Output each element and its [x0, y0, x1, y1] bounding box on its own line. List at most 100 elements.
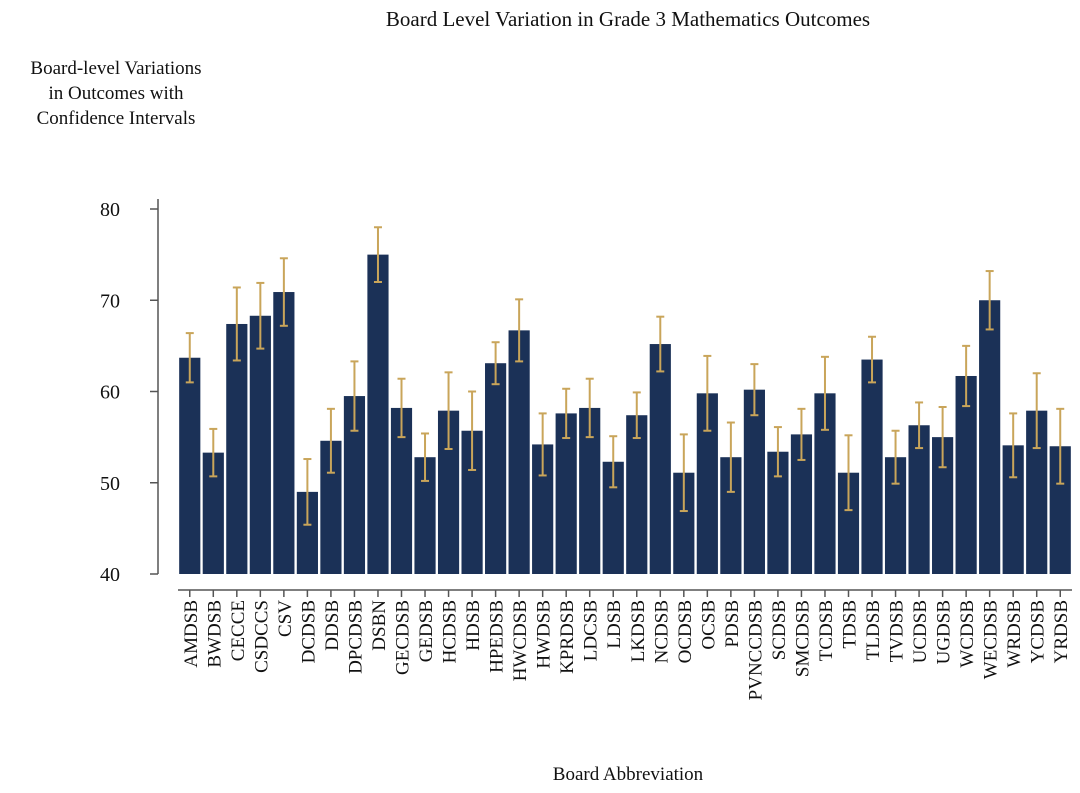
x-tick-label: UGDSB — [934, 600, 955, 664]
bar — [837, 472, 860, 574]
error-bar — [585, 377, 594, 439]
x-tick-label: CSV — [275, 600, 296, 637]
error-bar — [773, 426, 782, 478]
x-tick-label: HWCDSB — [510, 600, 531, 681]
x-tick-label: OCDSB — [675, 600, 696, 663]
error-bar — [397, 377, 406, 439]
y-tick-label: 70 — [100, 290, 120, 312]
error-bar — [491, 341, 500, 386]
x-tick-label: DPCDSB — [345, 600, 366, 674]
bar — [273, 292, 295, 574]
bar — [414, 457, 436, 574]
bar — [861, 359, 883, 574]
error-bar — [985, 270, 994, 331]
error-bar — [209, 427, 218, 478]
error-bar — [350, 360, 359, 432]
bar — [367, 254, 389, 574]
bar — [437, 410, 460, 574]
x-tick-label: HCDSB — [440, 600, 461, 663]
error-bar — [632, 391, 641, 440]
error-bar — [726, 421, 735, 493]
error-bar — [915, 401, 924, 450]
bar — [814, 393, 836, 574]
x-tick-label: HDSB — [463, 600, 484, 651]
x-tick-label: TCDSB — [816, 600, 837, 661]
x-tick-label: UCDSB — [910, 600, 931, 663]
error-bar — [1009, 412, 1018, 479]
error-bar — [326, 407, 335, 474]
error-bar — [515, 298, 524, 363]
bar — [202, 452, 224, 574]
bar — [626, 415, 648, 574]
x-tick-label: WRDSB — [1004, 600, 1025, 668]
error-bar — [468, 390, 477, 471]
x-tick-label: KPRDSB — [557, 600, 578, 674]
y-tick-label: 40 — [100, 564, 120, 586]
bar — [508, 330, 530, 574]
x-tick-label: TVDSB — [887, 600, 908, 662]
bar — [532, 444, 554, 574]
x-tick-label: LKDSB — [628, 600, 649, 662]
y-tick-label: 80 — [100, 199, 120, 221]
y-axis-title: in Outcomes with — [48, 83, 184, 104]
error-bar — [373, 226, 382, 283]
x-tick-label: DDSB — [322, 600, 343, 651]
x-tick-label: TDSB — [840, 600, 861, 649]
bar — [908, 425, 930, 574]
bar — [226, 323, 248, 574]
error-bar — [185, 332, 194, 384]
error-bar — [891, 429, 900, 485]
x-tick-label: WCDSB — [957, 600, 978, 668]
bar — [579, 407, 601, 574]
x-tick-label: PVNCCDSB — [745, 600, 766, 700]
error-bar — [1056, 407, 1065, 485]
x-tick-label: TLDSB — [863, 600, 884, 660]
error-bar — [609, 435, 618, 489]
x-tick-label: GECDSB — [393, 600, 414, 675]
error-bar — [844, 434, 853, 512]
bar — [979, 300, 1001, 574]
error-bar — [421, 432, 430, 482]
bar — [673, 472, 695, 574]
bar — [343, 396, 366, 574]
bar — [767, 451, 789, 574]
x-tick-label: HWDSB — [534, 600, 555, 669]
bar — [249, 315, 271, 574]
x-tick-label: GEDSB — [416, 600, 437, 662]
error-bar — [444, 371, 453, 450]
bar — [179, 357, 201, 574]
x-tick-label: HPEDSB — [487, 600, 508, 673]
error-bar — [232, 286, 241, 362]
y-tick-label: 60 — [100, 382, 120, 404]
y-axis-title: Board-level Variations — [30, 58, 201, 79]
bar — [1002, 445, 1024, 574]
error-bar — [703, 354, 712, 432]
bar — [1049, 446, 1071, 574]
bar — [320, 440, 342, 574]
x-tick-label: BWDSB — [204, 600, 225, 668]
bar — [743, 389, 765, 574]
bar — [720, 457, 742, 574]
bar — [696, 393, 718, 574]
x-axis-title: Board Abbreviation — [553, 764, 704, 785]
x-tick-label: LDCSB — [581, 600, 602, 661]
x-tick-label: DSBN — [369, 600, 390, 651]
error-bar — [303, 458, 312, 526]
x-tick-label: AMDSB — [181, 600, 202, 668]
chart-title: Board Level Variation in Grade 3 Mathema… — [386, 7, 870, 31]
bar — [390, 407, 413, 574]
error-bar — [656, 315, 665, 373]
x-tick-label: SCDSB — [769, 600, 790, 660]
bar — [602, 461, 624, 574]
bar — [1026, 410, 1048, 574]
y-tick-label: 50 — [100, 473, 120, 495]
x-tick-label: SMCDSB — [792, 600, 813, 677]
x-tick-label: LDSB — [604, 600, 625, 649]
error-bar — [1032, 372, 1041, 450]
x-tick-label: OCSB — [698, 600, 719, 650]
error-bar — [868, 335, 877, 384]
bar — [555, 413, 577, 574]
bar — [485, 363, 507, 574]
bar — [955, 375, 977, 574]
